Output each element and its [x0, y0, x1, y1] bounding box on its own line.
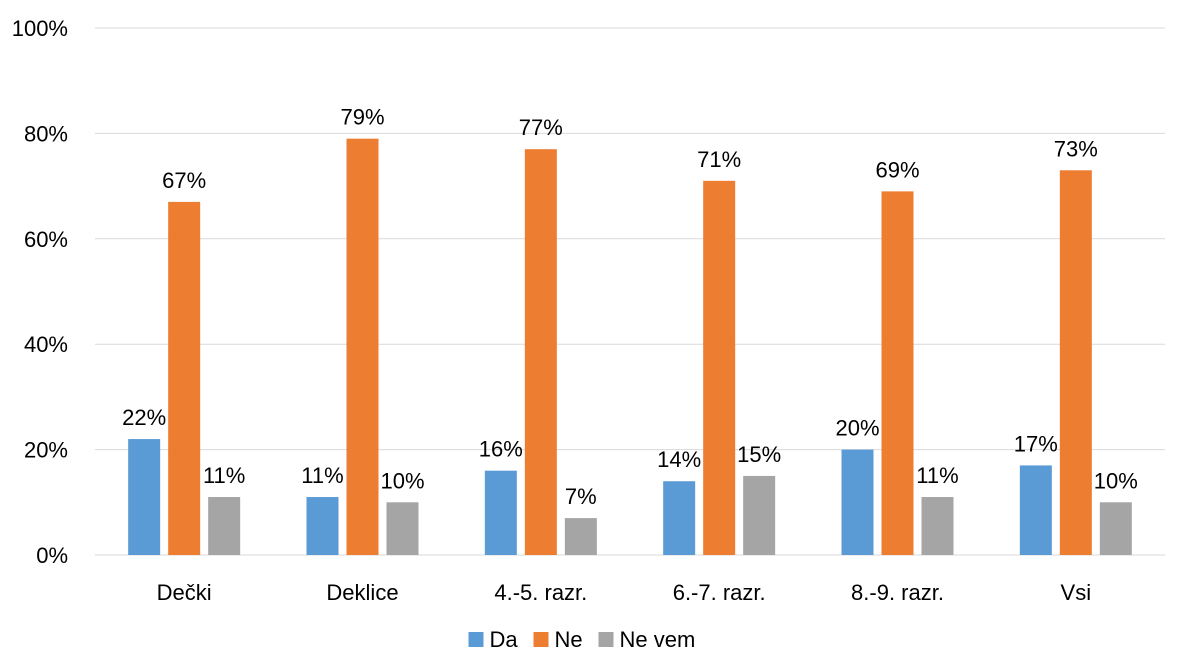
- y-tick-label: 100%: [12, 16, 68, 41]
- bar: [743, 475, 776, 555]
- legend-swatch: [468, 632, 484, 647]
- bar: [306, 497, 339, 555]
- gridlines: [95, 27, 1165, 556]
- x-category-label: 4.-5. razr.: [494, 580, 587, 605]
- data-label: 77%: [519, 115, 563, 140]
- bar: [881, 191, 914, 555]
- x-category-label: 6.-7. razr.: [673, 580, 766, 605]
- bar: [128, 439, 161, 555]
- bar: [1019, 465, 1052, 555]
- x-category-label: Vsi: [1061, 580, 1092, 605]
- data-label: 73%: [1054, 136, 1098, 161]
- y-tick-label: 20%: [24, 438, 68, 463]
- y-tick-label: 0%: [36, 543, 68, 568]
- data-label: 11%: [301, 463, 343, 488]
- y-tick-label: 60%: [24, 227, 68, 252]
- data-label: 22%: [122, 405, 166, 430]
- bar: [208, 497, 241, 555]
- legend-label: Ne vem: [620, 627, 696, 652]
- bar: [484, 470, 517, 555]
- data-label: 79%: [340, 105, 384, 130]
- legend-swatch: [598, 632, 614, 647]
- data-label: 11%: [916, 463, 958, 488]
- data-label: 69%: [875, 157, 919, 182]
- bar: [386, 502, 419, 555]
- x-axis-categories: Dečki Deklice 4.-5. razr. 6.-7. razr. 8.-9. …: [157, 580, 1091, 605]
- bar: [703, 180, 736, 555]
- bar: [524, 149, 557, 555]
- x-category-label: Deklice: [326, 580, 398, 605]
- bar: [1059, 170, 1092, 556]
- data-label: 14%: [657, 447, 701, 472]
- bar: [663, 481, 696, 555]
- data-label: 17%: [1014, 431, 1058, 456]
- data-label: 10%: [1094, 468, 1138, 493]
- data-label: 15%: [737, 442, 781, 467]
- data-label: 67%: [162, 168, 206, 193]
- legend-item: Ne vem: [598, 627, 696, 652]
- legend-item: Ne: [533, 627, 583, 652]
- data-label: 16%: [479, 437, 523, 462]
- x-category-label: Dečki: [157, 580, 212, 605]
- bar: [1099, 502, 1132, 555]
- y-tick-label: 80%: [24, 121, 68, 146]
- legend-label: Ne: [555, 627, 583, 652]
- legend-item: Da: [468, 627, 519, 652]
- y-tick-label: 40%: [24, 332, 68, 357]
- data-label: 10%: [380, 468, 424, 493]
- legend: Da Ne Ne vem: [468, 627, 696, 652]
- bar: [168, 201, 201, 555]
- data-label: 7%: [565, 484, 597, 509]
- bar: [921, 497, 954, 555]
- legend-label: Da: [490, 627, 519, 652]
- bar: [841, 449, 874, 555]
- bars: [128, 138, 1132, 556]
- y-axis-ticks: 0% 20% 40% 60% 80% 100%: [12, 16, 68, 568]
- data-label: 71%: [697, 147, 741, 172]
- data-label: 11%: [203, 463, 245, 488]
- x-category-label: 8.-9. razr.: [851, 580, 944, 605]
- data-labels: 22% 67% 11% 11% 79% 10% 16% 77% 7% 14% 71% 15% 20% 69…: [122, 105, 1138, 509]
- bar: [346, 138, 379, 556]
- legend-swatch: [533, 632, 549, 647]
- data-label: 20%: [835, 416, 879, 441]
- bar: [564, 518, 597, 555]
